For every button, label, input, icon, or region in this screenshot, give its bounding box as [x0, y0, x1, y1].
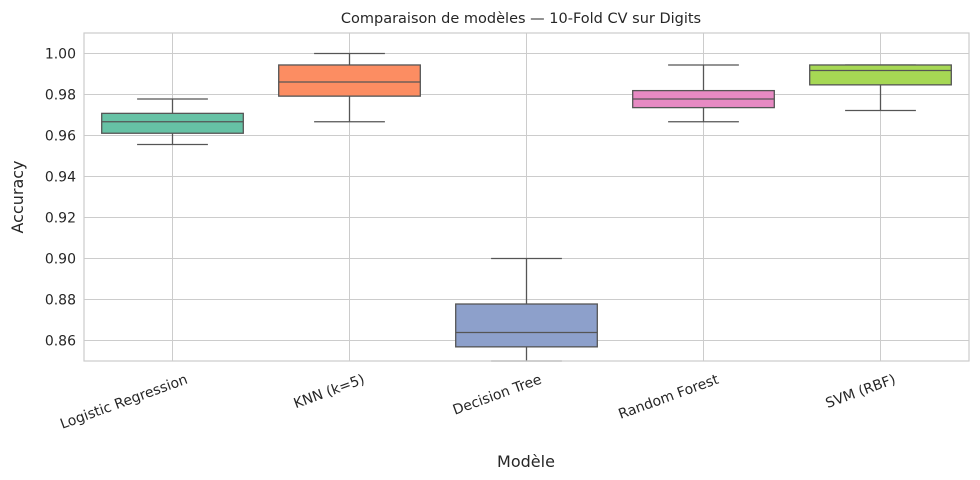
x-tick-label: KNN (k=5) [292, 372, 367, 412]
iqr-box [809, 64, 952, 86]
y-tick-label: 0.92 [45, 211, 76, 227]
box-5 [809, 64, 952, 112]
x-tick-label: Logistic Regression [58, 372, 190, 433]
chart-title: Comparaison de modèles — 10-Fold CV sur … [341, 11, 701, 27]
y-tick-label: 0.90 [45, 252, 76, 268]
y-tick-label: 0.98 [45, 88, 76, 104]
y-axis-title: Accuracy [8, 160, 27, 233]
iqr-box [278, 64, 421, 97]
boxes [101, 52, 952, 362]
box-3 [455, 257, 598, 362]
x-tick-label: SVM (RBF) [824, 372, 898, 412]
box-1 [101, 98, 244, 146]
y-tick-label: 1.00 [45, 47, 76, 63]
y-tick-label: 0.94 [45, 170, 76, 186]
box-4 [632, 64, 775, 123]
y-tick-labels: 0.86 0.88 0.90 0.92 0.94 0.96 0.98 1.00 [45, 47, 76, 350]
iqr-box [101, 112, 244, 134]
plot-frame [83, 32, 970, 362]
iqr-box [455, 303, 598, 348]
y-tick-label: 0.86 [45, 334, 76, 350]
y-tick-label: 0.88 [45, 293, 76, 309]
box-2 [278, 52, 421, 123]
x-tick-labels: Logistic Regression KNN (k=5) Decision Tre… [58, 372, 898, 433]
x-tick-label: Random Forest [616, 372, 721, 423]
x-axis-title: Modèle [497, 452, 555, 471]
x-tick-label: Decision Tree [451, 372, 544, 419]
y-tick-label: 0.96 [45, 129, 76, 145]
